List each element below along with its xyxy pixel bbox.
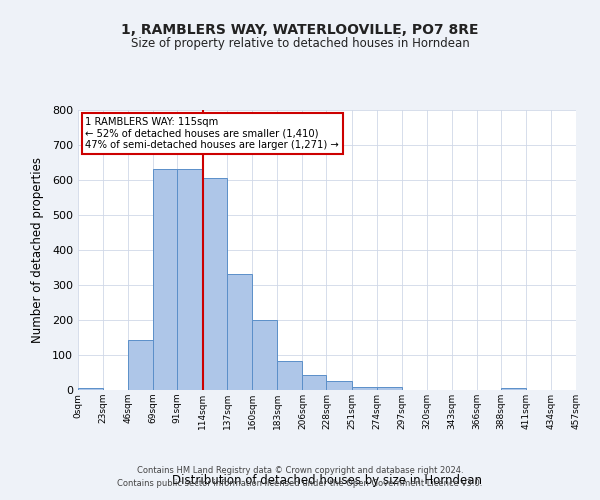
Bar	[202, 178, 227, 390]
Text: Size of property relative to detached houses in Horndean: Size of property relative to detached ho…	[131, 38, 469, 51]
Bar	[501, 388, 526, 390]
Text: 1 RAMBLERS WAY: 115sqm
← 52% of detached houses are smaller (1,410)
47% of semi-: 1 RAMBLERS WAY: 115sqm ← 52% of detached…	[85, 117, 339, 150]
Bar	[253, 320, 277, 390]
Bar	[78, 388, 103, 390]
Bar	[277, 360, 302, 390]
Bar	[377, 386, 401, 390]
Bar	[326, 380, 352, 390]
Bar	[352, 386, 377, 390]
X-axis label: Distribution of detached houses by size in Horndean: Distribution of detached houses by size …	[172, 474, 482, 486]
Bar	[153, 169, 177, 390]
Y-axis label: Number of detached properties: Number of detached properties	[31, 157, 44, 343]
Bar	[302, 375, 326, 390]
Bar	[227, 274, 253, 390]
Text: 1, RAMBLERS WAY, WATERLOOVILLE, PO7 8RE: 1, RAMBLERS WAY, WATERLOOVILLE, PO7 8RE	[121, 22, 479, 36]
Text: Contains HM Land Registry data © Crown copyright and database right 2024.
Contai: Contains HM Land Registry data © Crown c…	[118, 466, 482, 487]
Bar	[128, 340, 153, 390]
Bar	[177, 169, 202, 390]
